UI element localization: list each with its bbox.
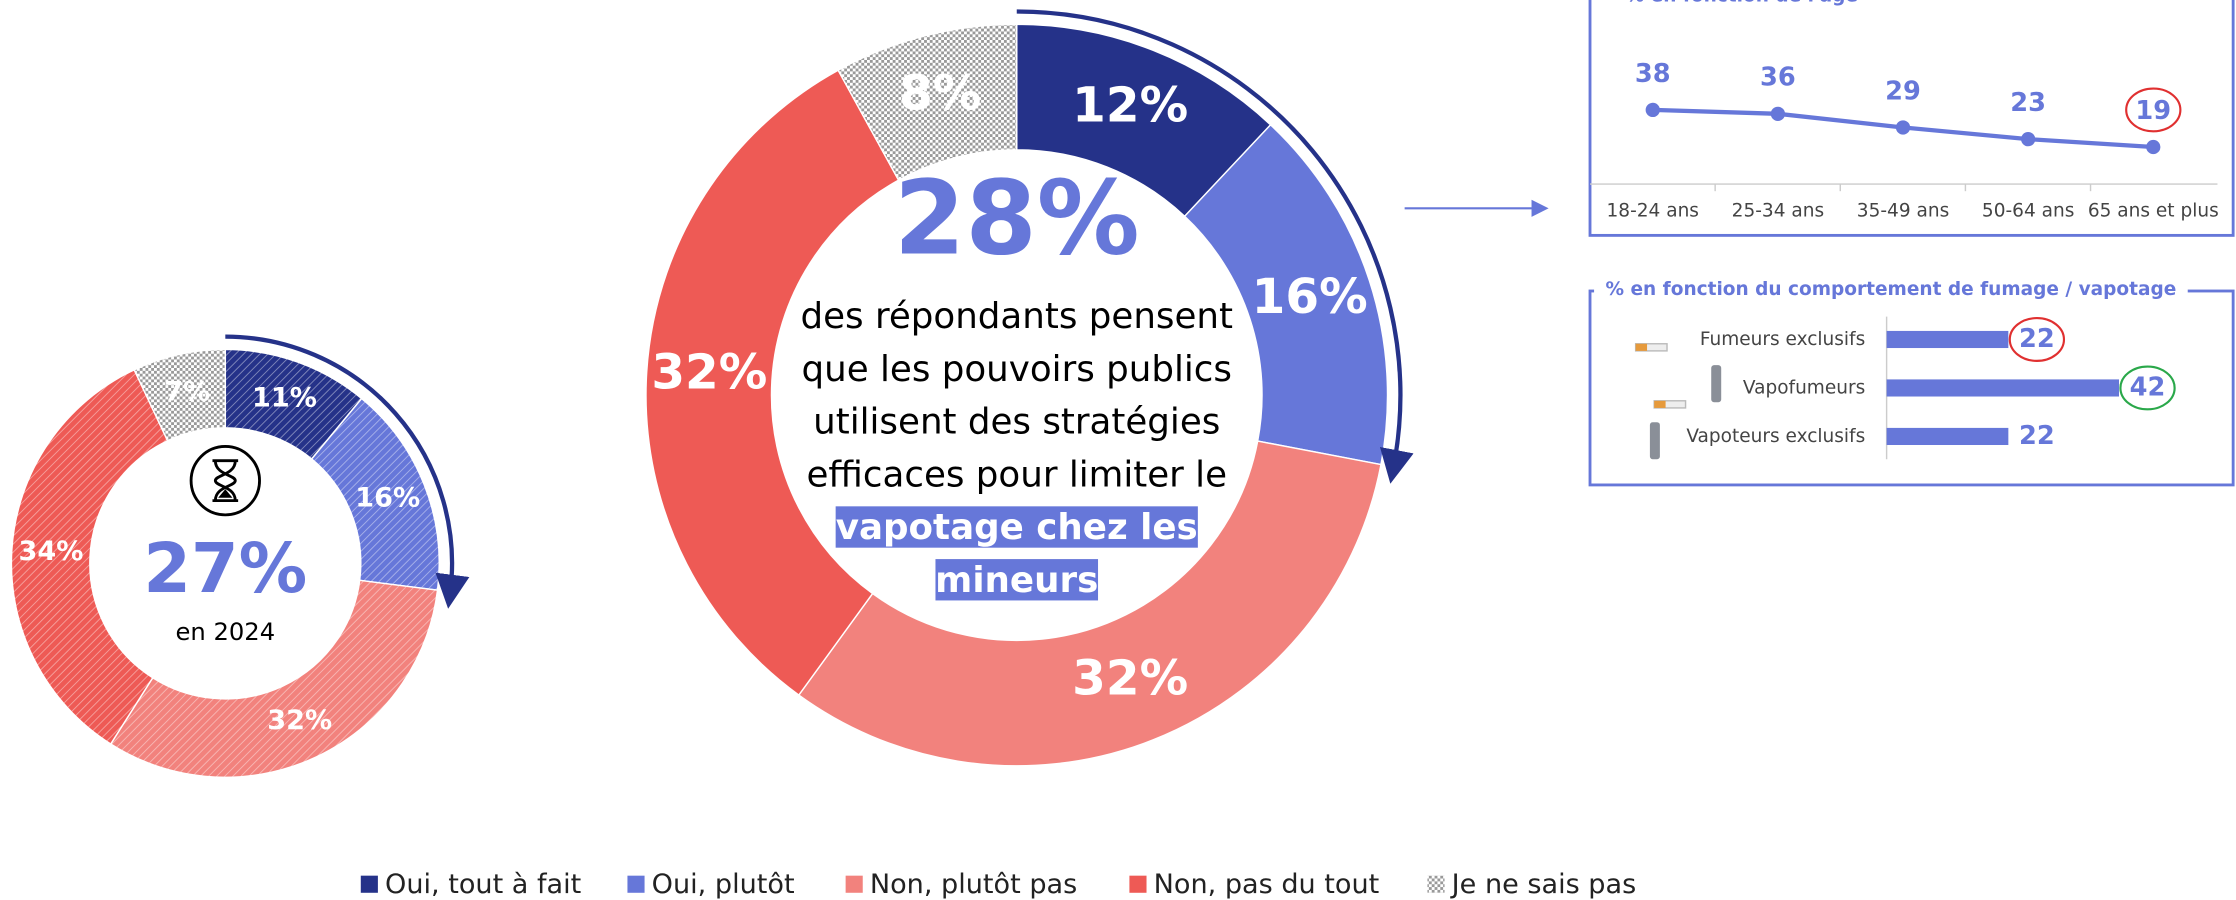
highlight-circle: [2119, 365, 2176, 411]
cigarette-filter: [1635, 343, 1648, 351]
bar: [1886, 379, 2120, 397]
slice-label: 16%: [355, 483, 420, 514]
pie-slice: [797, 440, 1382, 767]
pie-slice: [133, 348, 227, 442]
data-label: 29: [1885, 76, 1921, 106]
data-label: 23: [2010, 88, 2046, 118]
slice-label: 32%: [267, 705, 332, 736]
legend-swatch: [1129, 875, 1147, 893]
point: [1770, 106, 1786, 121]
title-bg: [1594, 279, 2188, 301]
data-label: 22: [2019, 324, 2055, 354]
slice-label: 11%: [252, 383, 317, 414]
x-tick-label: 35-49 ans: [1857, 201, 1949, 222]
center-subtitle: des répondants pensent que les pouvoirs …: [800, 295, 1233, 495]
legend-swatch: [1427, 875, 1445, 893]
chart-title: % en fonction de l'âge: [1626, 0, 1858, 6]
legend-label: Je ne sais pas: [1450, 869, 1637, 900]
slice-hatch: [225, 349, 362, 459]
bar: [1886, 427, 2009, 446]
arc-arrow: [225, 334, 470, 609]
data-label: 36: [1760, 63, 1796, 93]
x-tick-label: 65 ans et plus: [2088, 201, 2219, 222]
legend-label: Oui, plutôt: [652, 869, 795, 900]
slice-hatch: [110, 580, 438, 778]
legend-label: Non, pas du tout: [1154, 869, 1380, 900]
y-tick-label: Fumeurs exclusifs: [1700, 329, 1865, 350]
center-text: des répondants pensent que les pouvoirs …: [789, 290, 1245, 607]
legend-swatch: [845, 875, 863, 893]
slice-label: 12%: [1072, 78, 1188, 134]
hourglass-icon: [189, 445, 261, 517]
center-value: 28%: [894, 160, 1140, 279]
chart-title: % en fonction du comportement de fumage …: [1605, 279, 2176, 300]
slice-label: 32%: [651, 345, 767, 401]
point: [1895, 120, 1911, 135]
data-label: 19: [2135, 96, 2171, 126]
slice-label: 16%: [1252, 269, 1368, 325]
x-tick-label: 25-34 ans: [1732, 201, 1824, 222]
slice-label: 7%: [164, 376, 210, 407]
vape-icon: [1711, 365, 1722, 403]
pie-slice: [837, 23, 1018, 182]
slice-hatch: [11, 369, 168, 744]
legend-label: Oui, tout à fait: [385, 869, 581, 900]
legend-label: Non, plutôt pas: [870, 869, 1077, 900]
slice-label: 32%: [1072, 650, 1188, 706]
center-text-block: des répondants pensent que les pouvoirs …: [789, 290, 1245, 607]
highlight-circle: [2008, 317, 2066, 362]
data-label: 38: [1635, 59, 1671, 89]
y-tick-label: Vapofumeurs: [1743, 377, 1865, 398]
center-highlight: vapotage chez les mineurs: [835, 506, 1198, 601]
legend-swatch: [360, 875, 378, 893]
line-panel: [1588, 0, 2235, 237]
y-tick-label: Vapoteurs exclusifs: [1686, 426, 1865, 447]
vape-icon: [1649, 422, 1660, 460]
data-label: 22: [2019, 421, 2055, 451]
arc-arrow: [1016, 9, 1414, 484]
center-subtitle: en 2024: [175, 617, 275, 646]
slice-label: 34%: [19, 536, 84, 567]
center-value: 27%: [143, 529, 307, 609]
bar: [1886, 330, 2009, 349]
point: [2146, 139, 2161, 155]
data-label: 42: [2130, 372, 2166, 402]
legend-swatch: [627, 875, 645, 893]
point: [1645, 102, 1660, 118]
slice-label: 8%: [899, 66, 981, 122]
point: [2021, 132, 2036, 147]
x-tick-label: 18-24 ans: [1607, 201, 1699, 222]
cigarette-filter: [1654, 400, 1666, 408]
slice-hatch: [311, 398, 440, 591]
x-tick-label: 50-64 ans: [1982, 201, 2074, 222]
highlight-circle: [2125, 87, 2182, 133]
pie-slice: [645, 69, 900, 697]
